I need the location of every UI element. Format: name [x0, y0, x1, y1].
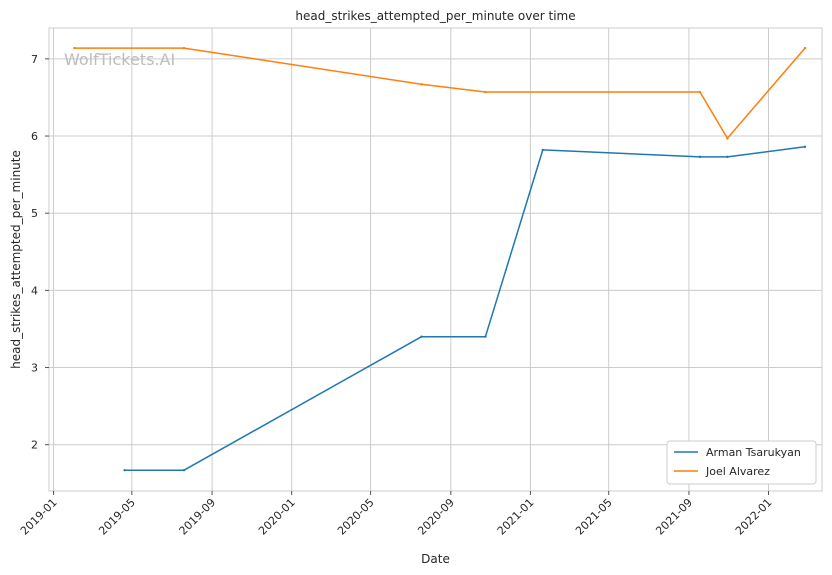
data-point-arman-tsarukyan [541, 148, 545, 152]
plot-area [48, 27, 823, 492]
watermark: WolfTickets.AI [64, 50, 175, 69]
x-tick-label: 2022-01 [733, 496, 775, 538]
y-tick-label: 6 [31, 130, 38, 143]
x-tick-label: 2020-05 [335, 496, 377, 538]
x-tick-label: 2020-09 [415, 496, 457, 538]
data-point-arman-tsarukyan [123, 468, 126, 472]
data-point-arman-tsarukyan [803, 145, 807, 149]
x-tick-label: 2019-05 [96, 496, 138, 538]
data-point-joel-alvarez [484, 90, 487, 94]
x-axis-label: Date [421, 552, 450, 566]
x-tick-label: 2020-01 [256, 496, 298, 538]
legend-label-arman-tsarukyan: Arman Tsarukyan [706, 446, 801, 459]
x-tick-label: 2021-09 [653, 496, 695, 538]
data-point-joel-alvarez [698, 90, 702, 94]
data-point-arman-tsarukyan [726, 155, 729, 159]
data-point-arman-tsarukyan [698, 155, 702, 159]
y-tick-label: 2 [31, 439, 38, 452]
series-line-joel-alvarez [74, 47, 806, 140]
y-tick-label: 4 [31, 284, 38, 297]
series-line-arman-tsarukyan [124, 146, 806, 471]
data-point-joel-alvarez [420, 83, 423, 86]
y-tick-label: 3 [31, 362, 38, 375]
data-point-joel-alvarez [182, 46, 186, 50]
data-point-joel-alvarez [803, 46, 807, 50]
grid-lines [49, 28, 822, 491]
data-point-arman-tsarukyan [484, 335, 487, 338]
data-point-joel-alvarez [726, 137, 729, 140]
series-lines [73, 46, 807, 472]
x-tick-label: 2021-05 [573, 496, 615, 538]
y-tick-label: 7 [31, 53, 38, 66]
y-axis-label: head_strikes_attempted_per_minute [9, 150, 23, 369]
data-point-arman-tsarukyan [182, 468, 186, 472]
data-point-arman-tsarukyan [420, 335, 423, 338]
x-tick-label: 2019-09 [177, 496, 219, 538]
x-tick-label: 2019-01 [18, 496, 60, 538]
legend: Arman Tsarukyan Joel Alvarez [666, 440, 817, 485]
x-tick-label: 2021-01 [495, 496, 537, 538]
data-point-joel-alvarez [73, 46, 76, 50]
legend-box [666, 440, 817, 485]
legend-label-joel-alvarez: Joel Alvarez [705, 465, 770, 478]
y-tick-label: 5 [31, 207, 38, 220]
chart-title: head_strikes_attempted_per_minute over t… [295, 9, 575, 23]
